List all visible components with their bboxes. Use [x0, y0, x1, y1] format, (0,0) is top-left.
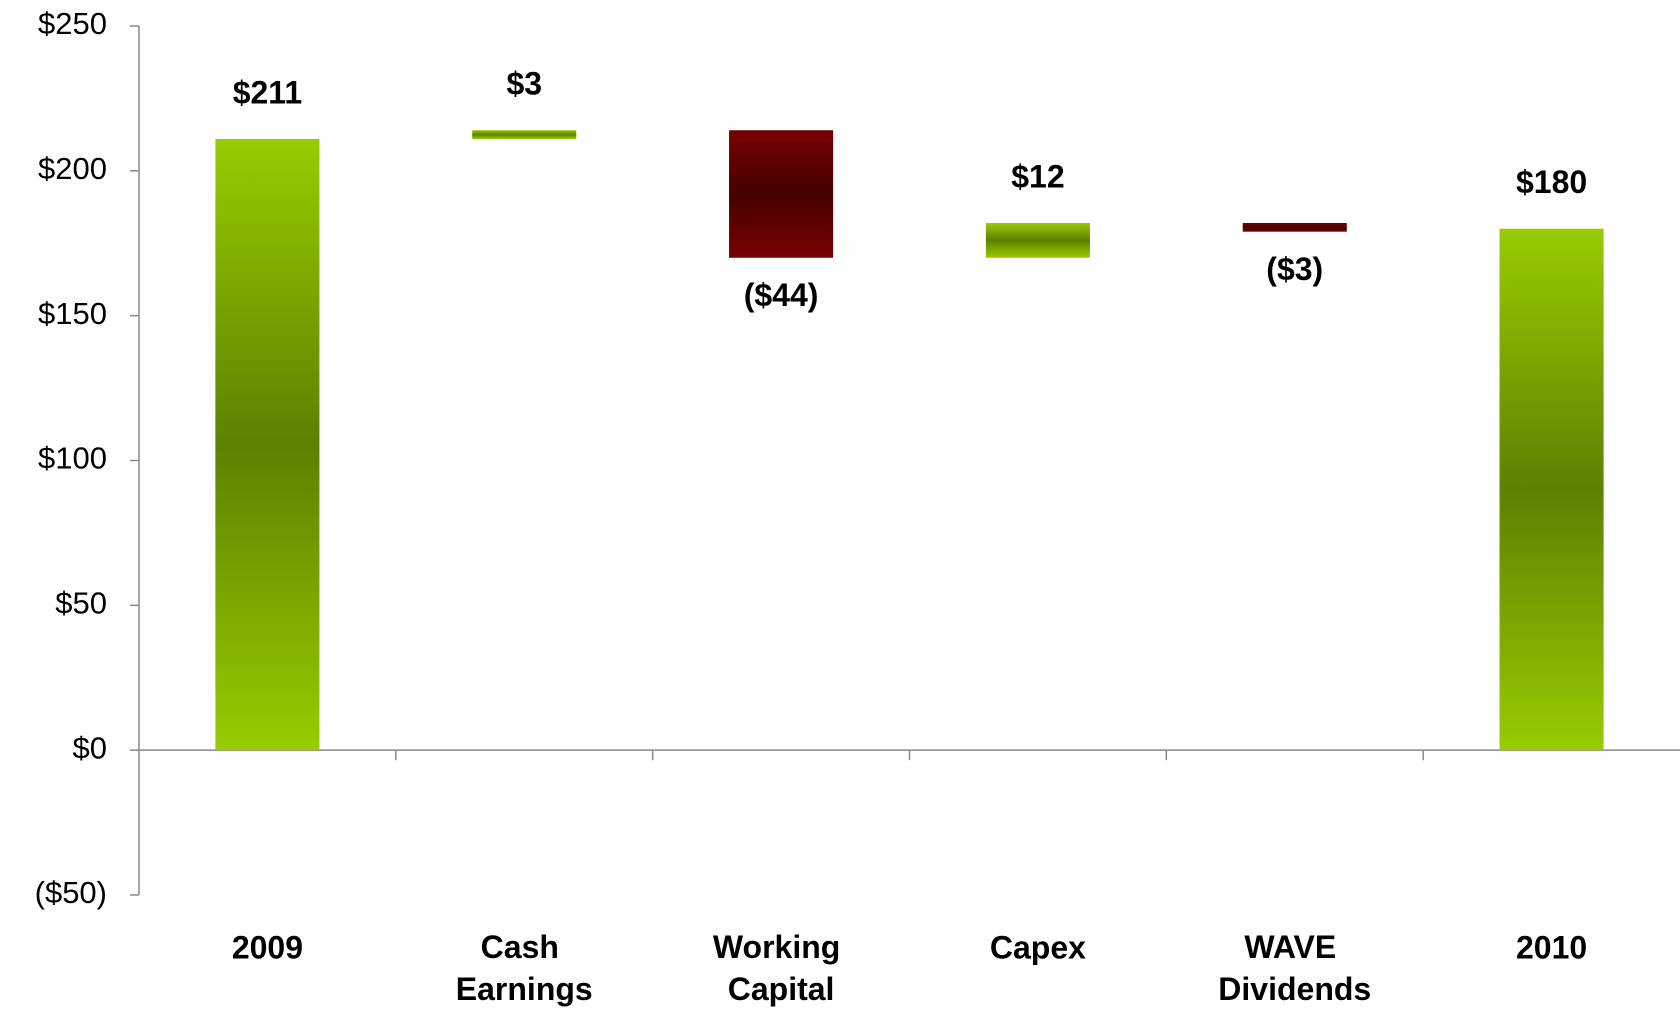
bar — [1499, 228, 1604, 751]
value-label: ($3) — [1266, 251, 1323, 287]
bar — [985, 222, 1090, 258]
bar — [215, 138, 320, 751]
y-tick-label: $200 — [38, 151, 107, 186]
x-tick-label: 2010 — [1516, 929, 1587, 965]
bar-shade — [729, 130, 834, 258]
bar-shade — [215, 138, 320, 751]
y-tick-label: $50 — [55, 586, 107, 621]
bar-shade — [472, 130, 577, 139]
value-label: $3 — [506, 66, 542, 102]
y-tick-label: $150 — [38, 296, 107, 331]
bar-shade — [985, 222, 1090, 258]
x-tick-label: Capex — [990, 929, 1086, 965]
x-tick-label: WAVE Dividends — [1218, 929, 1371, 1007]
value-label: $180 — [1516, 164, 1587, 200]
bar — [472, 130, 577, 139]
x-tick-label: 2009 — [232, 929, 303, 965]
x-tick-label: Working Capital — [713, 929, 849, 1007]
bar — [729, 130, 834, 258]
value-label: ($44) — [744, 277, 819, 313]
x-tick-label: Cash Earnings — [456, 929, 593, 1007]
y-tick-label: $0 — [73, 730, 107, 765]
bar — [1242, 222, 1347, 232]
y-tick-label: ($50) — [35, 875, 107, 910]
value-label: $12 — [1011, 158, 1064, 194]
y-tick-label: $100 — [38, 441, 107, 476]
bar-shade — [1242, 222, 1347, 232]
value-label: $211 — [233, 74, 302, 110]
bar-shade — [1499, 228, 1604, 751]
y-tick-label: $250 — [38, 6, 107, 41]
